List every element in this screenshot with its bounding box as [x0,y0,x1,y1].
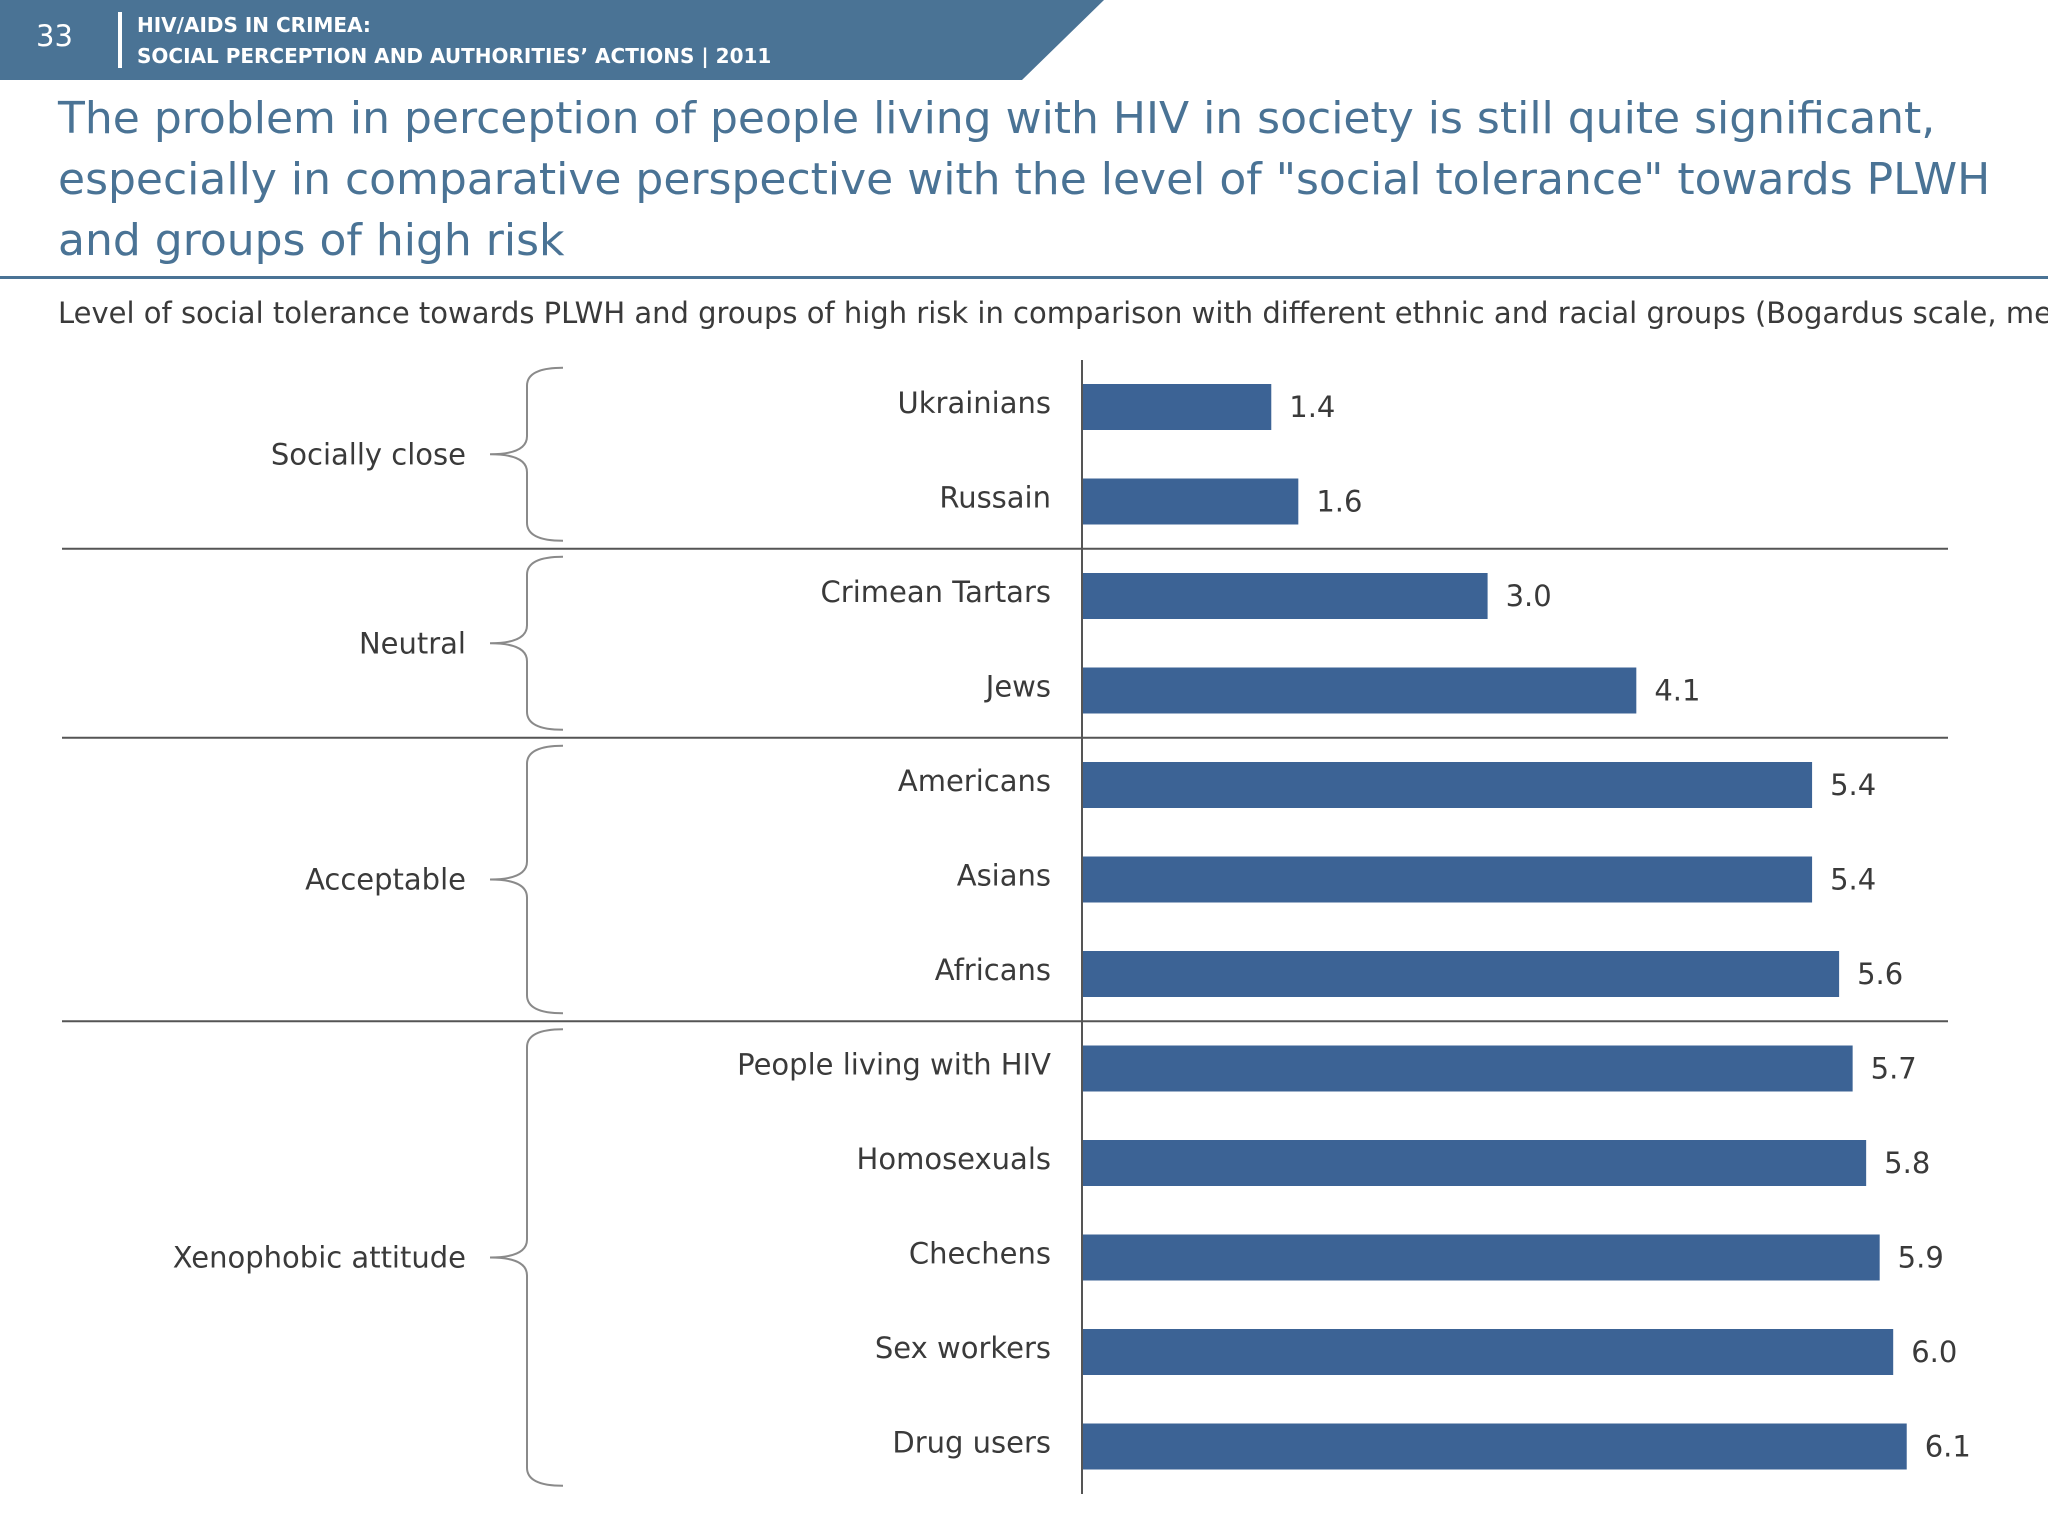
category-label: Ukrainians [898,386,1051,420]
value-label: 6.1 [1925,1430,1971,1464]
value-label: 5.8 [1884,1146,1930,1180]
category-label: Crimean Tartars [821,575,1051,609]
category-label: Chechens [909,1237,1051,1271]
header-banner [0,0,1104,80]
headline-divider [0,276,2048,279]
value-label: 1.6 [1316,485,1362,519]
category-label: Jews [984,670,1051,704]
value-label: 6.0 [1911,1335,1957,1369]
category-label: Americans [898,764,1051,798]
page-title: The problem in perception of people livi… [58,93,1991,266]
value-label: 5.4 [1830,863,1876,897]
value-labels-layer: 1.4 1.6 3.0 4.1 5.4 5.4 5.6 5.7 5.8 5.9 6.0 6.1 [1289,390,1971,1464]
report-subtitle: SOCIAL PERCEPTION AND AUTHORITIES’ ACTIO… [137,44,772,68]
value-label: 5.6 [1857,957,1903,991]
chart-title: Level of social tolerance towards PLWH a… [58,296,2048,330]
group-brace-neutral [489,555,564,731]
value-label: 5.9 [1898,1241,1944,1275]
category-label: People living with HIV [737,1048,1051,1082]
value-label: 5.4 [1830,768,1876,802]
category-labels-layer: Ukrainians Russain Crimean Tartars Jews Amer… [737,386,1051,1460]
bar-americans [1082,762,1813,808]
group-label-neutral: Neutral [359,626,466,660]
category-label: Africans [935,953,1051,987]
group-brace-xenophobic-attitude [489,1028,564,1487]
group-brace-acceptable [489,744,564,1015]
bar-sex-workers [1082,1329,1894,1375]
bar-chechens [1082,1234,1880,1281]
value-label: 1.4 [1289,390,1335,424]
group-label-xenophobic-attitude: Xenophobic attitude [173,1241,466,1275]
category-label: Sex workers [875,1331,1051,1365]
bar-asians [1082,856,1813,903]
report-title: HIV/AIDS IN CRIMEA: [137,13,371,37]
bar-ukrainians [1082,384,1272,430]
group-label-acceptable: Acceptable [305,863,466,897]
group-brackets-layer: Socially close Neutral Acceptable Xenophobi… [62,366,1948,1487]
category-label: Russain [939,481,1051,515]
bar-africans [1082,951,1840,997]
bar-people-living-with-hiv [1082,1045,1853,1092]
group-brace-socially-close [489,366,564,542]
bar-drug-users [1082,1423,1907,1470]
bar-jews [1082,667,1637,714]
group-label-socially-close: Socially close [271,437,466,471]
bar-homosexuals [1082,1140,1867,1186]
value-label: 4.1 [1654,674,1700,708]
value-label: 3.0 [1506,579,1552,613]
value-label: 5.7 [1871,1052,1917,1086]
category-label: Asians [957,859,1051,893]
banner-divider [118,12,122,68]
bar-russain [1082,478,1299,525]
category-label: Homosexuals [857,1142,1051,1176]
category-label: Drug users [892,1426,1051,1460]
slide-number: 33 [36,19,73,53]
bars-layer [1082,384,1907,1470]
bar-crimean-tartars [1082,573,1488,619]
